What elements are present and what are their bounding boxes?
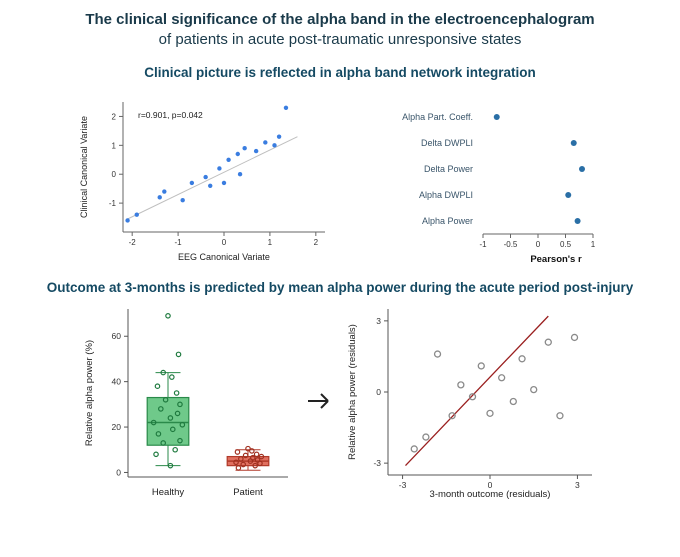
title-line-1: The clinical significance of the alpha b… xyxy=(30,10,650,30)
svg-text:1: 1 xyxy=(268,238,273,247)
svg-text:0: 0 xyxy=(116,467,121,477)
svg-text:Alpha Power: Alpha Power xyxy=(422,216,473,226)
svg-text:Clinical Canonical Variate: Clinical Canonical Variate xyxy=(79,116,89,218)
section1-heading: Clinical picture is reflected in alpha b… xyxy=(0,65,680,80)
svg-text:EEG Canonical Variate: EEG Canonical Variate xyxy=(178,252,270,262)
svg-text:2: 2 xyxy=(112,112,117,121)
svg-text:Healthy: Healthy xyxy=(152,487,184,498)
section2-heading: Outcome at 3-months is predicted by mean… xyxy=(0,280,680,295)
svg-text:3: 3 xyxy=(575,480,580,490)
dotplot-pearsons-r: Alpha Part. Coeff. Delta DWPLI Delta Power… xyxy=(365,94,605,264)
svg-text:-2: -2 xyxy=(129,238,137,247)
row-2: 0 20 40 60 Healthy Patient Relative alpha powe… xyxy=(0,301,680,501)
svg-text:1: 1 xyxy=(112,141,117,150)
svg-text:20: 20 xyxy=(112,422,122,432)
arrow-icon xyxy=(306,381,334,421)
row-1: -2 -1 0 1 2 -1 0 1 2 EEG Canonical Variate Clinica… xyxy=(0,94,680,264)
svg-text:Relative alpha power (residual: Relative alpha power (residuals) xyxy=(347,324,358,460)
boxplot-alpha-power: 0 20 40 60 Healthy Patient Relative alpha powe… xyxy=(78,301,298,501)
svg-text:Patient: Patient xyxy=(233,487,263,498)
svg-text:0: 0 xyxy=(536,240,541,249)
svg-text:3: 3 xyxy=(376,315,381,325)
svg-text:-3: -3 xyxy=(399,480,407,490)
svg-text:Delta Power: Delta Power xyxy=(424,164,473,174)
svg-text:-3: -3 xyxy=(373,458,381,468)
svg-text:0: 0 xyxy=(376,387,381,397)
svg-text:0: 0 xyxy=(112,170,117,179)
svg-text:60: 60 xyxy=(112,331,122,341)
svg-text:2: 2 xyxy=(314,238,319,247)
svg-text:-1: -1 xyxy=(479,240,487,249)
svg-text:Relative alpha power (%): Relative alpha power (%) xyxy=(84,339,95,445)
figure-title: The clinical significance of the alpha b… xyxy=(0,0,680,51)
svg-text:-1: -1 xyxy=(109,199,117,208)
svg-text:r=0.901, p=0.042: r=0.901, p=0.042 xyxy=(138,110,203,120)
svg-text:0.5: 0.5 xyxy=(560,240,572,249)
scatter-canonical-variates: -2 -1 0 1 2 -1 0 1 2 EEG Canonical Variate Clinica… xyxy=(75,94,335,264)
scatter-outcome-residuals: -303-3033-month outcome (residuals)Relat… xyxy=(342,301,602,501)
svg-text:40: 40 xyxy=(112,376,122,386)
svg-text:Pearson's r: Pearson's r xyxy=(530,254,582,264)
title-line-2: of patients in acute post-traumatic unre… xyxy=(30,30,650,50)
svg-text:Delta DWPLI: Delta DWPLI xyxy=(421,138,473,148)
svg-text:3-month outcome (residuals): 3-month outcome (residuals) xyxy=(430,489,551,500)
svg-text:1: 1 xyxy=(591,240,596,249)
svg-text:0: 0 xyxy=(222,238,227,247)
svg-text:Alpha DWPLI: Alpha DWPLI xyxy=(419,190,473,200)
svg-text:-1: -1 xyxy=(175,238,183,247)
svg-text:-0.5: -0.5 xyxy=(504,240,518,249)
svg-text:Alpha Part. Coeff.: Alpha Part. Coeff. xyxy=(402,112,473,122)
